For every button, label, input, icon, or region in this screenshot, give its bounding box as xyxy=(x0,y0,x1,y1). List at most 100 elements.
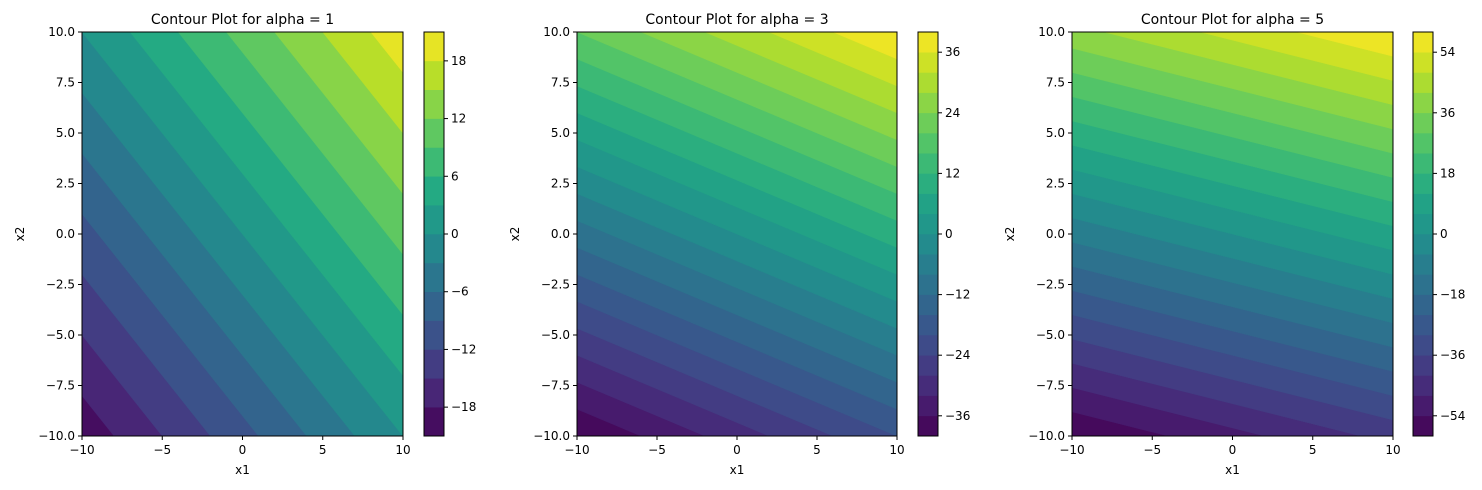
x-tick-label: 0 xyxy=(733,443,741,457)
colorbar-segment xyxy=(918,51,938,73)
colorbar-tick-label: 24 xyxy=(945,106,960,120)
colorbar-segment xyxy=(918,415,938,437)
x-tick-label: 5 xyxy=(813,443,821,457)
colorbar-segment xyxy=(918,173,938,194)
colorbar-segment xyxy=(1413,314,1433,336)
colorbar-segment xyxy=(918,213,938,235)
colorbar-tick-label: −18 xyxy=(1440,288,1465,302)
x-tick-label: 0 xyxy=(239,443,247,457)
x-tick-label: 10 xyxy=(889,443,904,457)
y-tick-label: 10.0 xyxy=(1038,25,1065,39)
y-tick-label: −10.0 xyxy=(38,429,75,443)
colorbar-segment xyxy=(1413,274,1433,295)
x-tick-label: 5 xyxy=(319,443,327,457)
colorbar-tick-label: −12 xyxy=(451,342,476,356)
colorbar-tick-label: −12 xyxy=(945,288,970,302)
contour-bands xyxy=(1071,31,1394,437)
y-tick-label: 0.0 xyxy=(1046,227,1065,241)
x-axis-label: x1 xyxy=(730,463,745,477)
chart-title: Contour Plot for alpha = 3 xyxy=(645,12,828,28)
colorbar-segment xyxy=(918,294,938,316)
y-tick-label: 2.5 xyxy=(56,177,75,191)
colorbar-segment xyxy=(918,132,938,154)
y-tick-label: 0.0 xyxy=(551,227,570,241)
colorbar-segment xyxy=(918,233,938,255)
x-tick-label: 10 xyxy=(395,443,410,457)
colorbar-segment xyxy=(424,31,444,62)
colorbar-segment xyxy=(1413,92,1433,114)
colorbar-tick-label: −36 xyxy=(945,409,970,423)
colorbar-tick-label: 54 xyxy=(1440,45,1455,59)
colorbar-tick-label: −54 xyxy=(1440,409,1465,423)
x-tick-label: 5 xyxy=(1309,443,1317,457)
y-tick-label: −5.0 xyxy=(46,328,75,342)
colorbar-segment xyxy=(918,314,938,336)
y-tick-label: 7.5 xyxy=(56,76,75,90)
colorbar-tick-label: −18 xyxy=(451,400,476,414)
colorbar-segment xyxy=(424,320,444,350)
colorbar-segment xyxy=(424,262,444,293)
colorbar: −54 −36 −18 0 18 36 54 xyxy=(1412,31,1465,437)
colorbar-segment xyxy=(1413,31,1433,53)
panel-1: −10 −5 0 5 10 −10.0 −7.5 −5.0 −2.5 0.0 2.5 5.0 7.5 10… xyxy=(13,12,476,477)
y-tick-label: 5.0 xyxy=(56,126,75,140)
colorbar-segment xyxy=(1413,72,1433,93)
colorbar-segment xyxy=(424,147,444,177)
colorbar-segment xyxy=(918,92,938,114)
y-axis-label: x2 xyxy=(508,227,522,242)
colorbar-segment xyxy=(1413,233,1433,255)
y-axis-label: x2 xyxy=(13,227,27,242)
x-tick-label: −10 xyxy=(1059,443,1084,457)
x-tick-label: −10 xyxy=(564,443,589,457)
colorbar-segment xyxy=(918,72,938,93)
colorbar-segment xyxy=(918,193,938,215)
y-tick-label: −2.5 xyxy=(1036,278,1065,292)
colorbar-segment xyxy=(1413,354,1433,376)
colorbar-segment xyxy=(918,152,938,174)
chart-title: Contour Plot for alpha = 5 xyxy=(1141,12,1324,28)
y-tick-label: −10.0 xyxy=(533,429,570,443)
y-tick-label: −7.5 xyxy=(1036,379,1065,393)
colorbar-segment xyxy=(1413,294,1433,316)
colorbar-segment xyxy=(918,395,938,417)
colorbar-segment xyxy=(424,291,444,321)
x-tick-label: 0 xyxy=(1229,443,1237,457)
colorbar: −36 −24 −12 0 12 24 36 xyxy=(917,31,970,437)
colorbar-segment xyxy=(1413,213,1433,235)
colorbar-segment xyxy=(424,406,444,437)
colorbar-tick-label: 36 xyxy=(945,45,960,59)
colorbar-tick-label: 0 xyxy=(451,227,459,241)
colorbar-segment xyxy=(1413,51,1433,73)
y-tick-label: −7.5 xyxy=(46,379,75,393)
y-axis-label: x2 xyxy=(1003,227,1017,242)
y-tick-label: 2.5 xyxy=(1046,177,1065,191)
colorbar-tick-label: 0 xyxy=(1440,227,1448,241)
colorbar-segment xyxy=(1413,173,1433,194)
y-tick-label: 2.5 xyxy=(551,177,570,191)
colorbar-segment xyxy=(1413,334,1433,356)
y-tick-label: −2.5 xyxy=(541,278,570,292)
y-tick-label: −7.5 xyxy=(541,379,570,393)
y-tick-label: 5.0 xyxy=(1046,126,1065,140)
colorbar-segment xyxy=(424,60,444,91)
colorbar-segment xyxy=(1413,415,1433,437)
y-tick-label: 7.5 xyxy=(551,76,570,90)
colorbar-tick-label: 36 xyxy=(1440,106,1455,120)
x-tick-label: 10 xyxy=(1385,443,1400,457)
colorbar-segment xyxy=(1413,112,1433,134)
colorbar-segment xyxy=(424,349,444,379)
y-tick-label: 7.5 xyxy=(1046,76,1065,90)
colorbar-segment xyxy=(424,204,444,235)
chart-title: Contour Plot for alpha = 1 xyxy=(151,12,334,28)
colorbar-segment xyxy=(1413,375,1433,396)
colorbar-tick-label: −24 xyxy=(945,348,970,362)
x-tick-label: −5 xyxy=(648,443,666,457)
colorbar-segment xyxy=(1413,132,1433,154)
colorbar-segment xyxy=(424,233,444,264)
colorbar-tick-label: 6 xyxy=(451,169,459,183)
y-tick-label: 0.0 xyxy=(56,227,75,241)
colorbar-segment xyxy=(1413,395,1433,417)
contour-bands xyxy=(576,31,898,437)
y-tick-label: −2.5 xyxy=(46,278,75,292)
